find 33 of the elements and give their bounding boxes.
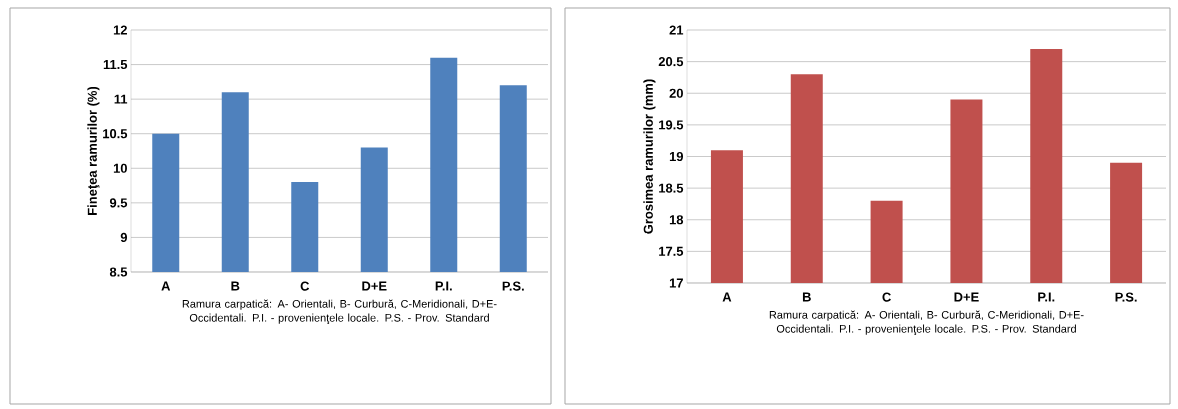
x-tick-label: D+E <box>362 281 387 291</box>
y-tick-label: 19.5 <box>659 120 684 130</box>
x-tick-label: D+E <box>954 292 979 302</box>
x-tick-label: P.I. <box>1038 292 1055 302</box>
y-tick-label: 17 <box>669 278 683 288</box>
y-tick-label: 20 <box>669 88 683 98</box>
x-tick-label: P.S. <box>1115 292 1137 302</box>
y-tick-label: 19 <box>669 151 684 162</box>
y-tick-label: 11.5 <box>103 60 128 70</box>
y-tick-label: 8.5 <box>109 267 128 277</box>
y-tick-label: 10 <box>113 163 127 173</box>
x-tick-label: P.I. <box>435 281 452 291</box>
y-tick-label: 21 <box>669 25 684 35</box>
x-tick-label: C <box>882 292 891 302</box>
y-tick-label: 12 <box>113 25 127 35</box>
y-tick-label: 10.5 <box>103 129 128 139</box>
y-axis-title: Grosimea ramurilor (mm) <box>643 79 656 234</box>
y-tick-label: 9.5 <box>109 198 128 208</box>
y-tick-label: 11 <box>114 94 128 104</box>
x-axis-title: Ramura carpatică: A- Orientali, B- Curbură, C-Meridionali, D+E- Occidentali. P.I. - provenienţele locale. P.S. - Prov. Standard <box>182 299 497 324</box>
x-tick-label: A <box>161 281 171 291</box>
x-tick-label: C <box>300 281 310 291</box>
x-tick-label: P.S. <box>502 281 524 291</box>
y-tick-label: 18.5 <box>659 183 684 193</box>
x-tick-label: A <box>722 292 732 302</box>
x-tick-label: B <box>231 281 240 291</box>
y-axis-title: Fineţea ramurilor (%) <box>87 86 100 215</box>
y-tick-label: 20.5 <box>658 57 684 67</box>
x-tick-label: B <box>802 292 811 302</box>
x-axis-title: Ramura carpatică: A- Orientali, B- Curbură, C-Meridionali, D+E- Occidentali. P.I. - provenienţele locale. P.S. - Prov. Standard <box>769 310 1084 335</box>
y-tick-label: 18 <box>669 215 684 225</box>
y-tick-label: 9 <box>120 232 127 243</box>
y-tick-label: 17.5 <box>659 246 684 256</box>
